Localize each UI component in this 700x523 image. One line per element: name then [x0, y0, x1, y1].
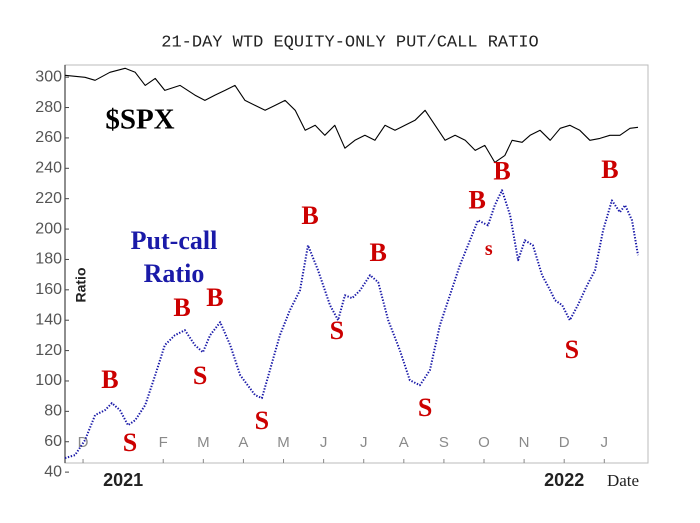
x-axis-label: Date	[607, 471, 639, 490]
series-line	[64, 189, 639, 460]
signal-label: s	[485, 238, 493, 260]
x-tick-label: M	[277, 434, 290, 451]
x-tick-label: M	[197, 434, 210, 451]
y-tick-label: 240	[35, 160, 62, 177]
y-tick-label: 280	[35, 99, 62, 116]
signal-label: S	[330, 316, 344, 345]
signal-label: S	[418, 393, 432, 422]
y-tick-label: 80	[44, 403, 62, 420]
x-tick-label: A	[238, 434, 248, 451]
signal-label: B	[101, 365, 118, 394]
x-tick-label: O	[478, 434, 490, 451]
signal-label: B	[301, 201, 318, 230]
series-label: Put-call Ratio	[130, 226, 218, 288]
y-tick-label: 100	[35, 372, 62, 389]
y-tick-label: 40	[44, 463, 62, 480]
x-tick-label: A	[399, 434, 409, 451]
year-label: 2021	[103, 470, 143, 490]
y-axis-label: Ratio	[73, 268, 89, 303]
signal-label: S	[193, 361, 207, 390]
x-tick-label: J	[320, 434, 328, 451]
x-tick-label: D	[78, 434, 89, 451]
x-tick-label: D	[559, 434, 570, 451]
y-tick-label: 60	[44, 433, 62, 450]
y-tick-label: 260	[35, 129, 62, 146]
y-tick-label: 300	[35, 68, 62, 85]
signal-label: B	[173, 293, 190, 322]
x-tick-label: S	[439, 434, 449, 451]
year-label: 2022	[544, 470, 584, 490]
signal-label: S	[123, 428, 137, 457]
y-tick-label: 140	[35, 311, 62, 328]
y-tick-label: 200	[35, 220, 62, 237]
x-tick-label: J	[360, 434, 368, 451]
y-tick-label: 180	[35, 251, 62, 268]
signal-label: B	[369, 238, 386, 267]
signal-label: B	[206, 283, 223, 312]
x-tick-label: J	[601, 434, 609, 451]
signal-label: B	[601, 155, 618, 184]
series-line	[64, 67, 639, 163]
x-tick-label: N	[519, 434, 530, 451]
signal-label: S	[255, 406, 269, 435]
signal-label: B	[493, 156, 510, 185]
chart-title: 21-DAY WTD EQUITY-ONLY PUT/CALL RATIO	[161, 33, 538, 52]
x-tick-label: F	[159, 434, 168, 451]
y-tick-label: 220	[35, 190, 62, 207]
signal-label: S	[565, 335, 579, 364]
signal-label: B	[469, 185, 486, 214]
series-label: $SPX	[105, 104, 174, 136]
y-tick-label: 120	[35, 342, 62, 359]
y-tick-label: 160	[35, 281, 62, 298]
